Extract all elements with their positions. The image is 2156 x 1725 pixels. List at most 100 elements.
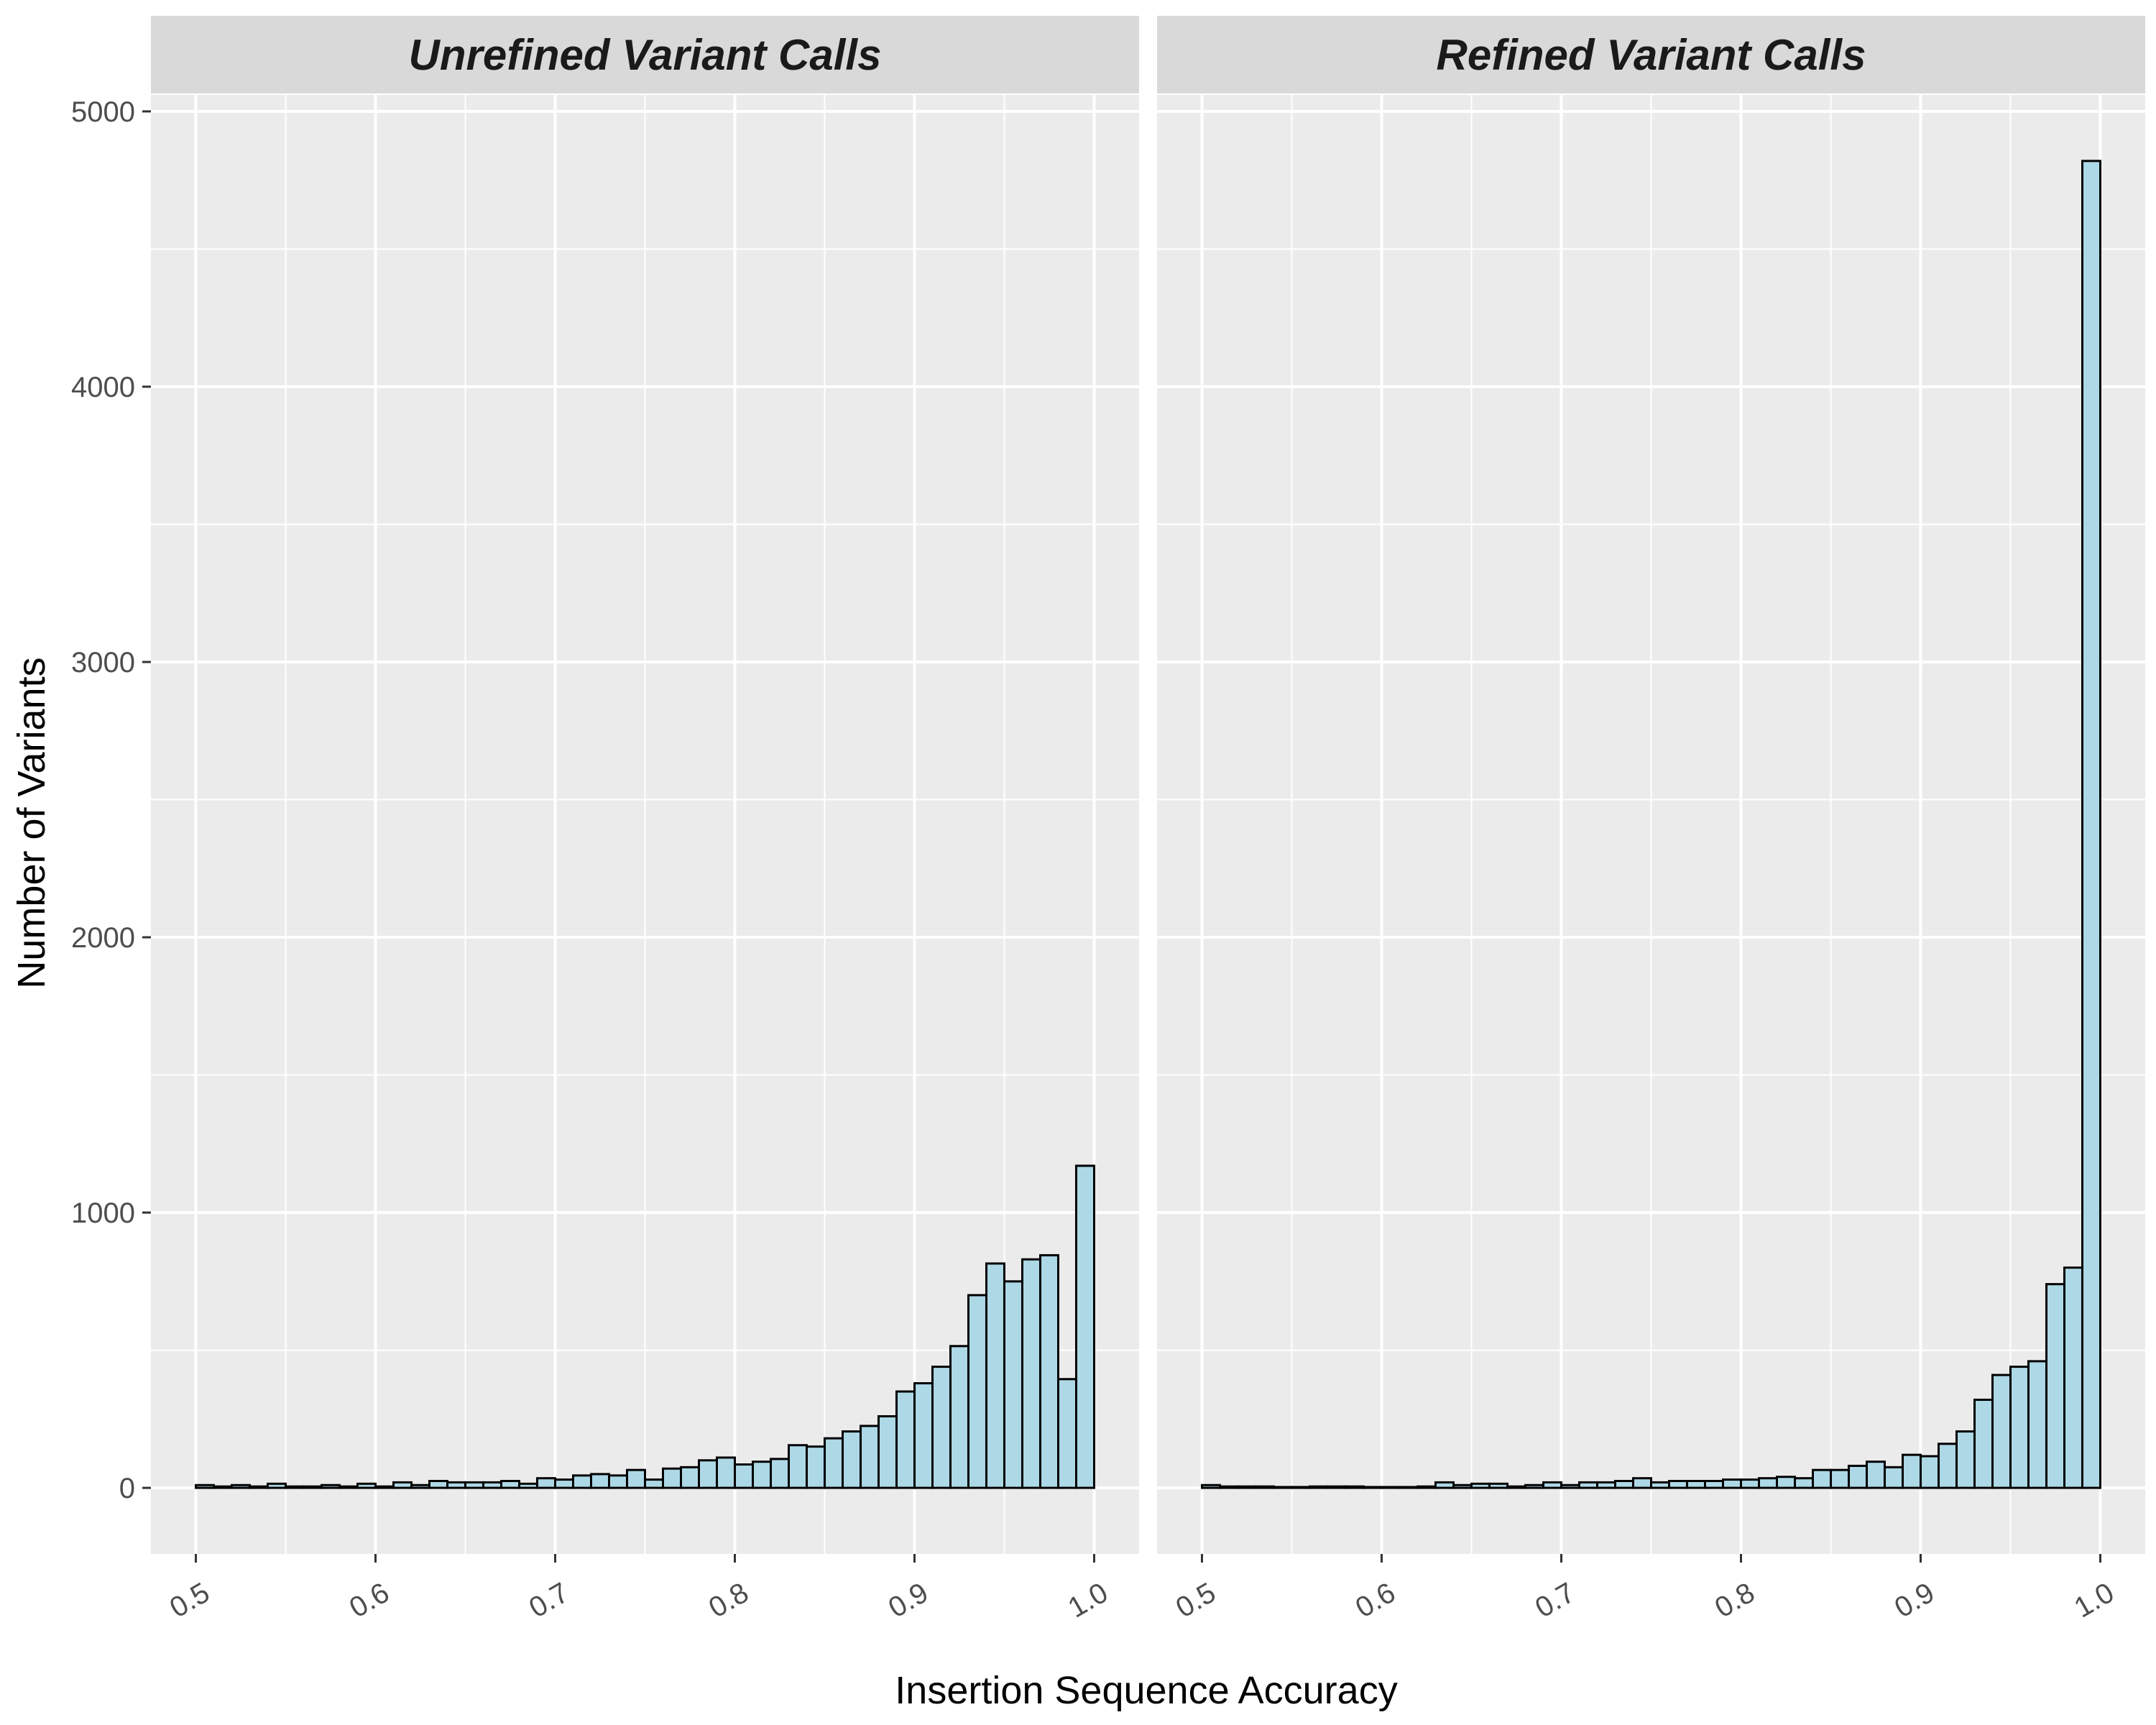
histogram-bar <box>374 1485 395 1489</box>
histogram-bar <box>500 1480 520 1489</box>
x-tick-label: 0.7 <box>524 1577 574 1624</box>
histogram-bar <box>1488 1482 1508 1489</box>
histogram-bar <box>1794 1477 1814 1489</box>
histogram-bar <box>410 1484 430 1489</box>
histogram-bar <box>680 1466 700 1489</box>
y-tick-label: 3000 <box>71 647 135 678</box>
histogram-bar <box>1273 1486 1293 1489</box>
histogram-bar <box>1668 1480 1688 1489</box>
histogram-bar <box>895 1390 916 1489</box>
histogram-bar <box>231 1484 251 1489</box>
histogram-bar <box>1758 1477 1778 1489</box>
histogram-bar <box>1955 1430 1976 1489</box>
histogram-bar <box>716 1456 736 1489</box>
x-axis-title: Insertion Sequence Accuracy <box>895 1669 1397 1712</box>
histogram-bar <box>1704 1480 1724 1489</box>
histogram-bar <box>1345 1485 1365 1489</box>
histogram-bar <box>1416 1485 1437 1489</box>
x-tick-label: 0.9 <box>883 1577 934 1624</box>
histogram-bar <box>1812 1468 1832 1489</box>
histogram-bar <box>662 1467 682 1489</box>
histogram-bar <box>1003 1280 1023 1489</box>
histogram-bar <box>2081 160 2101 1489</box>
histogram-bar <box>734 1463 754 1489</box>
facet-strip-title: Refined Variant Calls <box>1437 31 1866 79</box>
histogram-bar <box>1686 1480 1706 1489</box>
histogram-bar <box>1524 1484 1544 1489</box>
x-tick-label: 0.9 <box>1889 1577 1940 1624</box>
y-axis-title: Number of Variants <box>10 657 53 988</box>
histogram-bar <box>464 1481 484 1489</box>
histogram-bar <box>1938 1443 1958 1489</box>
histogram-bar <box>1973 1399 1994 1489</box>
x-tick-label: 1.0 <box>2069 1577 2119 1624</box>
histogram-bar <box>1075 1164 1095 1489</box>
histogram-bar <box>303 1485 323 1489</box>
histogram-bar <box>608 1474 628 1489</box>
histogram-bar <box>1057 1378 1077 1489</box>
histogram-bar <box>1219 1485 1239 1489</box>
histogram-bar <box>985 1262 1005 1489</box>
histogram-bar <box>1399 1486 1419 1489</box>
histogram-bar <box>1722 1478 1742 1489</box>
facet-panels: Unrefined Variant Calls 0.5 0.6 0.7 0.8 0.9 1.… <box>71 16 2145 1624</box>
histogram-bar <box>1632 1477 1652 1489</box>
histogram-bar <box>644 1478 664 1489</box>
y-tick-label: 1000 <box>71 1197 135 1229</box>
histogram-bar <box>554 1478 574 1489</box>
x-tick-label: 0.8 <box>704 1577 754 1624</box>
facet-strip <box>1157 16 2145 93</box>
histogram-bar <box>1776 1476 1796 1489</box>
y-tick-label: 2000 <box>71 922 135 954</box>
histogram-bar <box>949 1345 969 1489</box>
histogram-bar <box>482 1481 502 1489</box>
y-tick-label: 0 <box>119 1473 135 1504</box>
histogram-bar <box>2063 1266 2083 1489</box>
facet-strip-title: Unrefined Variant Calls <box>409 31 882 79</box>
histogram-bar <box>877 1414 898 1489</box>
histogram-bar <box>195 1484 215 1489</box>
histogram-bar <box>1614 1480 1634 1489</box>
histogram-bar <box>842 1430 862 1489</box>
histogram-bar <box>1560 1484 1580 1489</box>
histogram-bar <box>1039 1254 1059 1489</box>
histogram-bar <box>1578 1481 1598 1489</box>
histogram-bar <box>267 1482 287 1489</box>
histogram-bar <box>249 1485 269 1489</box>
facet-strip <box>151 16 1139 93</box>
histogram-bar <box>2027 1360 2047 1489</box>
histogram-bar <box>1848 1464 1868 1489</box>
histogram-bar <box>518 1482 538 1489</box>
histogram-bar <box>824 1437 844 1489</box>
histogram-bar <box>1255 1485 1275 1489</box>
histogram-bar <box>860 1425 880 1489</box>
histogram-bar <box>1470 1482 1491 1489</box>
histogram-bar <box>1201 1484 1221 1489</box>
x-tick-label: 0.7 <box>1530 1577 1580 1624</box>
histogram-bar <box>1740 1478 1760 1489</box>
histogram-bar <box>1542 1481 1562 1489</box>
y-tick-label: 5000 <box>71 96 135 128</box>
histogram-bar <box>698 1459 718 1489</box>
histogram-bar <box>338 1485 359 1489</box>
histogram-bar <box>1991 1374 2012 1489</box>
histogram-bar <box>1596 1481 1616 1489</box>
histogram-bar <box>1327 1485 1347 1489</box>
histogram-bar <box>1866 1460 1886 1489</box>
histogram-bar <box>626 1468 646 1489</box>
histogram-bar <box>1434 1481 1455 1489</box>
histogram-bar <box>536 1477 556 1489</box>
facet-panel-1: Unrefined Variant Calls 0.5 0.6 0.7 0.8 0.9 1.… <box>71 16 1139 1624</box>
histogram-bar <box>446 1481 466 1489</box>
histogram-bar <box>931 1366 952 1489</box>
histogram-bar <box>1381 1486 1401 1489</box>
x-tick-label: 0.8 <box>1710 1577 1760 1624</box>
histogram-bar <box>2009 1366 2030 1489</box>
x-tick-label: 0.5 <box>1171 1577 1221 1624</box>
histogram-bar <box>572 1474 592 1489</box>
histogram-bar <box>1884 1466 1904 1489</box>
histogram-bar <box>285 1485 305 1489</box>
histogram-bar <box>1363 1486 1383 1489</box>
histogram-bar <box>1452 1484 1473 1489</box>
